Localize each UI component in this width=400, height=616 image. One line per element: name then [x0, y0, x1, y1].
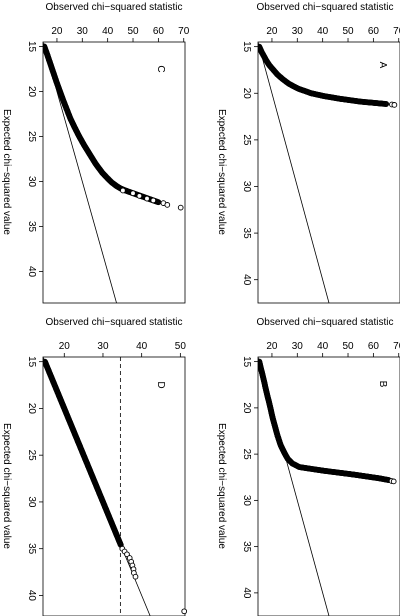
panel-c-xlabel: Expected chi−squared value	[1, 109, 12, 235]
panel-d-x-tick-label: 20	[26, 403, 37, 415]
panel-c-outlier-point	[144, 195, 150, 202]
panel-a-y-tick-label: 20	[266, 26, 278, 37]
panel-b-y-tick-label: 30	[292, 341, 304, 352]
panel-a-x-tick-label: 15	[241, 41, 252, 53]
panel-c-y-tick-label: 40	[102, 26, 114, 37]
panel-a-reference-line	[258, 42, 330, 303]
panel-d-outlier-point	[132, 573, 139, 580]
panel-a-y-tick-label: 50	[342, 26, 354, 37]
panel-a-xlabel: Expected chi−squared value	[216, 109, 227, 235]
panel-b-x-tick-label: 25	[241, 449, 252, 461]
panel-d-x-tick-label: 40	[26, 590, 37, 602]
panel-c-outlier-point	[120, 187, 126, 194]
panel-c-y-tick-label: 60	[153, 26, 165, 37]
panel-c-outlier-point	[130, 190, 136, 197]
panel-c-x-tick-label: 35	[26, 221, 37, 233]
panel-d-outlier-point	[124, 551, 130, 558]
panel-c-letter: C	[155, 65, 166, 72]
panel-b-x-tick-label: 20	[241, 402, 252, 414]
panel-d-y-tick-label: 20	[59, 341, 71, 352]
panel-d-y-tick-label: 50	[175, 341, 187, 352]
panel-c-outlier-point	[177, 204, 184, 211]
panel-b-observed-points	[258, 358, 392, 483]
panel-d-y-tick-label: 30	[97, 341, 109, 352]
panel-d-xlabel: Expected chi−squared value	[1, 423, 12, 549]
panel-c-outlier-point	[136, 193, 143, 199]
panel-c-plot-area	[43, 42, 162, 303]
panel-a-observed-points	[258, 43, 390, 107]
panel-c-x-tick-label: 20	[26, 86, 37, 98]
panel-c-x-tick-label: 30	[26, 176, 37, 188]
panel-a-frame	[257, 41, 400, 304]
panel-b: B Observed chi−squared statistic Expecte…	[216, 317, 400, 616]
panel-b-x-tick-label: 15	[241, 356, 252, 368]
panel-c-x-tick-label: 25	[26, 131, 37, 143]
panel-a-x-tick-label: 20	[241, 88, 252, 100]
panel-a: A Observed chi−squared statistic Expecte…	[216, 2, 400, 304]
panel-b-y-tick-label: 50	[342, 341, 354, 352]
panel-b-x-tick-label: 30	[241, 495, 252, 507]
panel-c-observed-points	[43, 43, 162, 206]
panel-d-ylabel: Observed chi−squared statistic	[45, 317, 182, 328]
panel-b-y-tick-label: 40	[317, 341, 329, 352]
panel-b-y-tick-label: 70	[393, 341, 400, 352]
panel-c-y-tick-label: 70	[178, 26, 190, 37]
panel-c-outlier-point	[164, 202, 171, 208]
panel-d-x-tick-label: 35	[26, 543, 37, 555]
panel-b-ylabel: Observed chi−squared statistic	[256, 317, 393, 328]
panel-b-x-tick-label: 40	[241, 587, 252, 599]
panel-d-observed-points	[43, 358, 124, 548]
panel-a-y-tick-label: 40	[317, 26, 329, 37]
panel-d-frame	[42, 356, 186, 616]
panel-c-x-tick-label: 15	[26, 41, 37, 53]
panel-a-x-tick-label: 30	[241, 181, 252, 193]
panel-a-outlier-point	[391, 102, 398, 108]
panel-c: C Observed chi−squared statistic Expecte…	[1, 2, 190, 304]
panel-c-outlier-point	[150, 197, 157, 204]
panel-c-frame	[42, 41, 186, 304]
panel-c-y-tick-label: 30	[77, 26, 89, 37]
panel-d-x-tick-label: 15	[26, 356, 37, 368]
panel-b-xlabel: Expected chi−squared value	[216, 423, 227, 549]
panel-a-y-tick-label: 60	[368, 26, 380, 37]
panel-a-x-tick-label: 40	[241, 274, 252, 286]
panel-b-y-tick-label: 60	[368, 341, 380, 352]
panel-a-x-tick-label: 35	[241, 228, 252, 240]
panel-a-letter: A	[377, 62, 388, 69]
panel-d-x-tick-label: 30	[26, 496, 37, 508]
panel-b-plot-area	[258, 357, 392, 616]
panel-d-y-tick-label: 40	[136, 341, 148, 352]
panel-a-data-point	[383, 101, 390, 107]
panel-a-plot-area	[258, 42, 390, 303]
panel-b-letter: B	[377, 381, 388, 388]
panel-a-ylabel: Observed chi−squared statistic	[256, 2, 393, 13]
panel-d-outlier-point	[181, 608, 188, 615]
panel-b-frame	[257, 356, 400, 616]
panel-c-x-tick-label: 40	[26, 266, 37, 278]
panel-b-outlier-point	[390, 478, 397, 485]
panel-a-y-tick-label: 30	[292, 26, 304, 37]
panel-c-y-tick-label: 50	[127, 26, 139, 37]
panel-c-y-tick-label: 20	[51, 26, 63, 37]
panel-b-x-tick-label: 35	[241, 541, 252, 553]
panel-d-letter: D	[155, 381, 166, 388]
panel-c-ylabel: Observed chi−squared statistic	[45, 2, 182, 13]
panel-a-x-tick-label: 25	[241, 134, 252, 146]
panel-b-y-tick-label: 20	[266, 341, 278, 352]
panel-d: D Observed chi−squared statistic Expecte…	[1, 317, 188, 616]
panel-d-x-tick-label: 25	[26, 450, 37, 462]
panel-a-y-tick-label: 70	[393, 26, 400, 37]
